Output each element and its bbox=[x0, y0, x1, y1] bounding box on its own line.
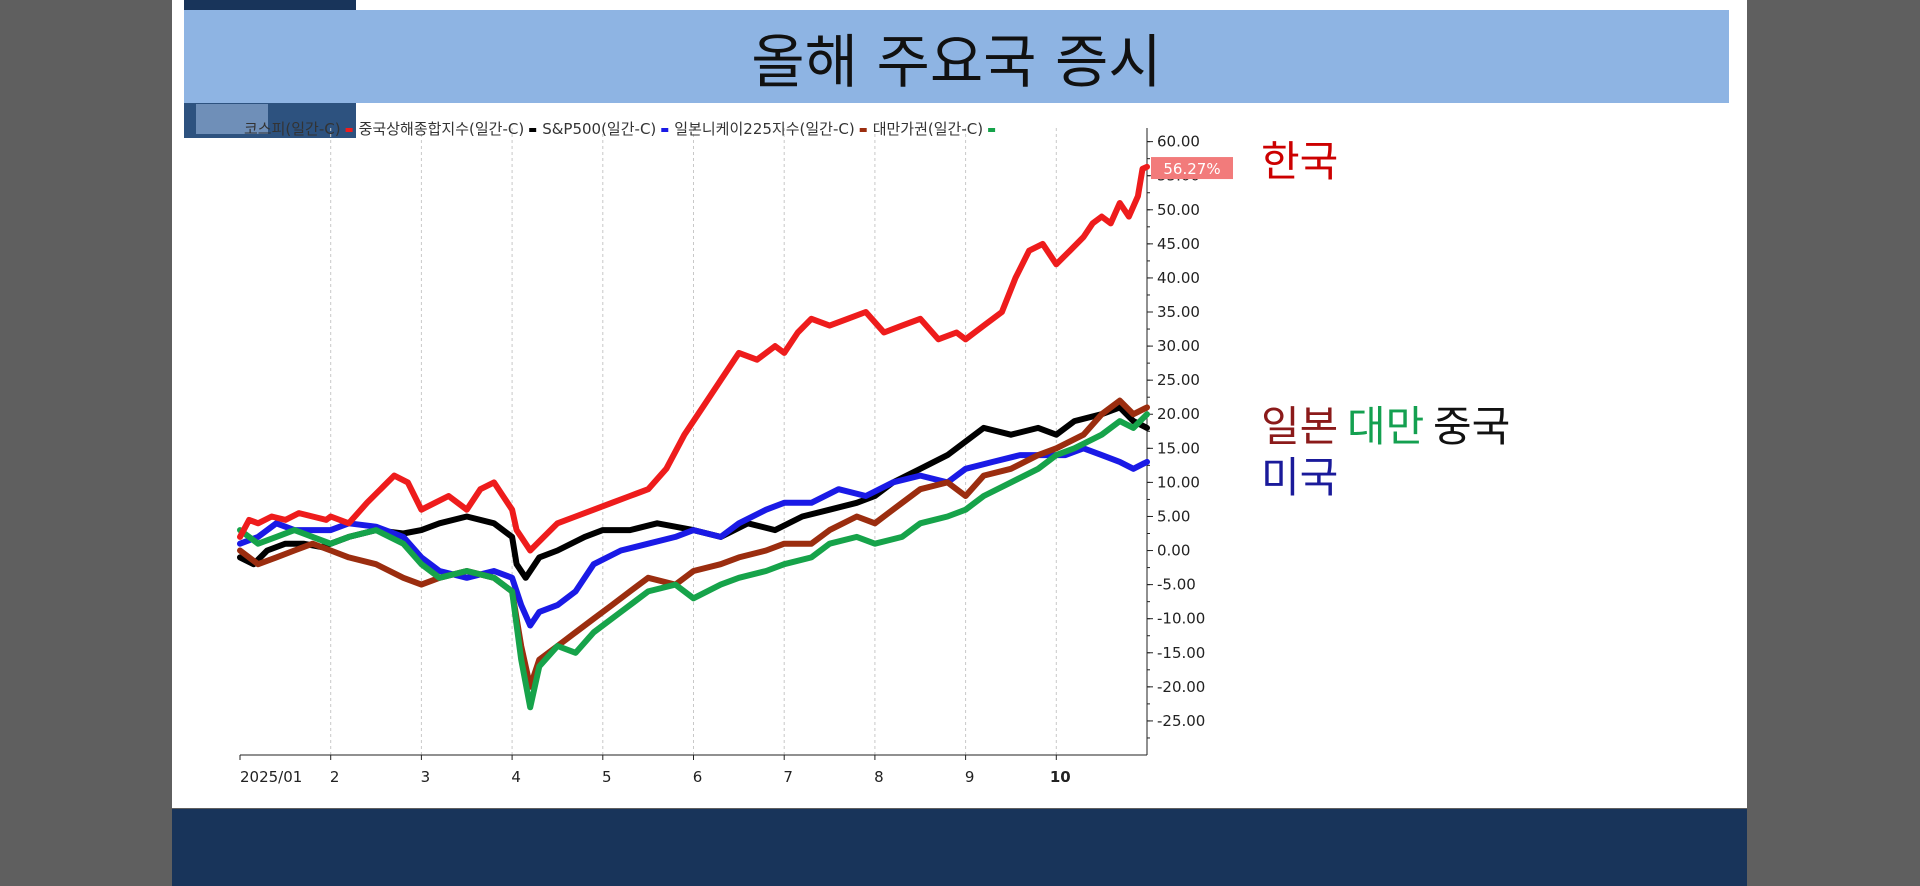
country-label: 대만 bbox=[1347, 402, 1425, 451]
x-tick-label: 4 bbox=[511, 768, 521, 786]
last-value-badge bbox=[1151, 157, 1233, 180]
country-label: 미국 bbox=[1261, 453, 1339, 502]
slide-title: 올해 주요국 증시 bbox=[184, 10, 1729, 103]
country-label: 일본 bbox=[1261, 402, 1339, 451]
legend-swatch bbox=[661, 128, 669, 132]
last-value-label: 56.27% bbox=[1163, 160, 1220, 178]
y-tick-label: -25.00 bbox=[1157, 712, 1205, 730]
y-tick-label: 10.00 bbox=[1157, 473, 1200, 491]
legend-swatch bbox=[988, 128, 996, 132]
x-tick-label: 7 bbox=[783, 768, 793, 786]
x-tick-label: 5 bbox=[602, 768, 612, 786]
legend-label: 중국상해종합지수(일간-C) bbox=[359, 120, 525, 138]
y-tick-label: 5.00 bbox=[1157, 507, 1190, 525]
slide-footer-band bbox=[172, 809, 1747, 886]
y-tick-label: -10.00 bbox=[1157, 610, 1205, 628]
y-tick-label: 60.00 bbox=[1157, 133, 1200, 151]
x-tick-label: 2025/01 bbox=[240, 768, 302, 786]
x-tick-label: 10 bbox=[1050, 768, 1071, 786]
country-label: 한국 bbox=[1261, 137, 1339, 186]
country-label: 중국 bbox=[1433, 402, 1511, 451]
y-tick-label: 35.00 bbox=[1157, 303, 1200, 321]
series-line bbox=[237, 411, 1150, 711]
y-tick-label: 30.00 bbox=[1157, 337, 1200, 355]
legend-label: S&P500(일간-C) bbox=[542, 120, 656, 138]
x-tick-label: 2 bbox=[330, 768, 340, 786]
y-tick-label: 50.00 bbox=[1157, 201, 1200, 219]
y-tick-label: -5.00 bbox=[1157, 576, 1196, 594]
x-tick-label: 8 bbox=[874, 768, 884, 786]
legend-swatch bbox=[859, 128, 867, 132]
legend-swatch bbox=[345, 128, 353, 132]
slide-decoration bbox=[196, 104, 268, 134]
legend-label: 코스피(일간-C) bbox=[244, 120, 341, 138]
y-tick-label: 40.00 bbox=[1157, 269, 1200, 287]
legend-label: 일본니케이225지수(일간-C) bbox=[674, 120, 854, 138]
y-tick-label: -20.00 bbox=[1157, 678, 1205, 696]
legend-label: 대만가권(일간-C) bbox=[873, 120, 983, 138]
y-tick-label: -15.00 bbox=[1157, 644, 1205, 662]
y-tick-label: 15.00 bbox=[1157, 439, 1200, 457]
x-tick-label: 6 bbox=[693, 768, 703, 786]
legend-swatch bbox=[529, 128, 537, 132]
slide-background bbox=[172, 0, 1747, 808]
x-tick-label: 3 bbox=[421, 768, 431, 786]
y-tick-label: 0.00 bbox=[1157, 542, 1190, 560]
series-line bbox=[237, 163, 1150, 554]
series-line bbox=[237, 397, 1150, 690]
y-tick-label: 45.00 bbox=[1157, 235, 1200, 253]
y-tick-label: 25.00 bbox=[1157, 371, 1200, 389]
y-tick-label: 20.00 bbox=[1157, 405, 1200, 423]
series-line bbox=[237, 445, 1150, 629]
x-tick-label: 9 bbox=[965, 768, 975, 786]
